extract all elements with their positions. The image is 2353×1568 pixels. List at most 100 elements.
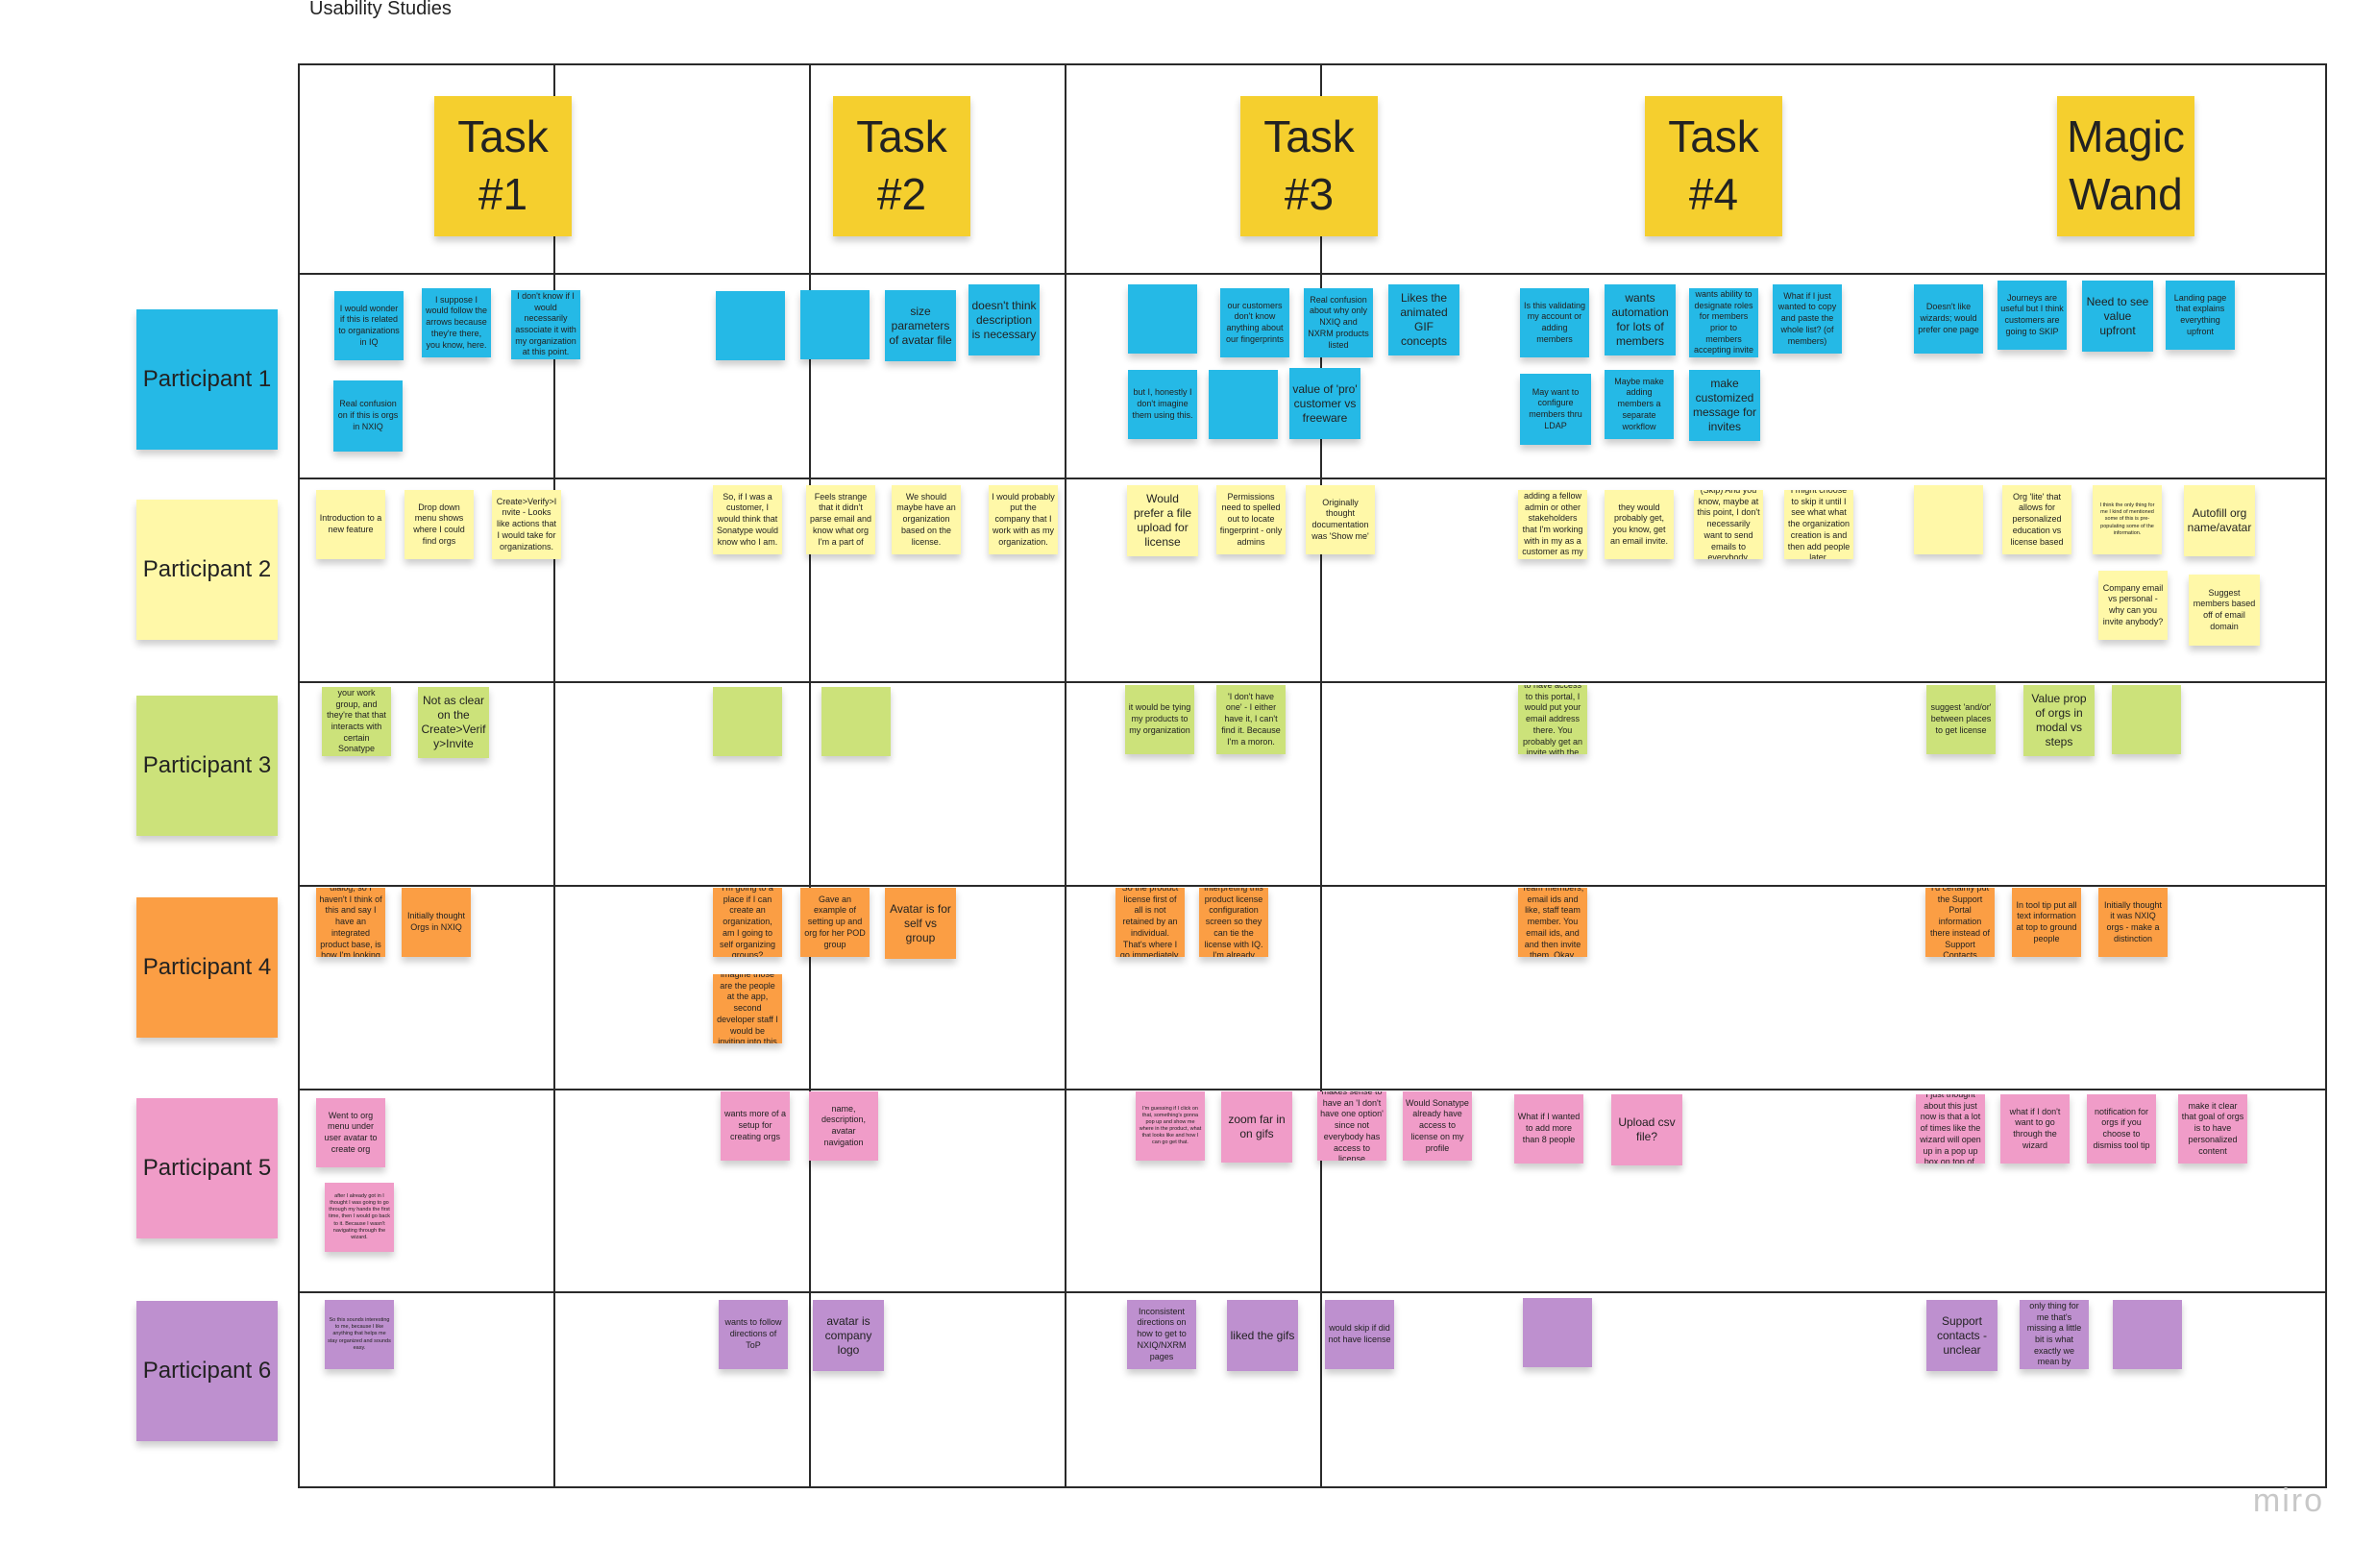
sticky-note[interactable]: size parameters of avatar file: [885, 290, 956, 361]
sticky-note[interactable]: zoom far in on gifs: [1221, 1091, 1292, 1163]
sticky-note[interactable]: what if I don't want to go through the w…: [2000, 1094, 2070, 1164]
sticky-note[interactable]: I would probably put the company that I …: [989, 485, 1058, 554]
sticky-note[interactable]: Everybody in your work group, and they'r…: [322, 687, 391, 756]
sticky-note[interactable]: Team members, email ids and like, staff …: [1518, 888, 1587, 957]
sticky-note[interactable]: I would be adding a fellow admin or othe…: [1518, 490, 1587, 559]
column-header-task-1[interactable]: Task #1: [434, 96, 572, 236]
sticky-note[interactable]: Not as clear on the Create>Verify>Invite: [418, 687, 489, 758]
sticky-note[interactable]: makes sense to have an 'I don't have one…: [1317, 1091, 1386, 1161]
sticky-note[interactable]: Real confusion on if this is orgs in NXI…: [333, 380, 403, 452]
row-label-participant-4[interactable]: Participant 4: [136, 897, 278, 1038]
sticky-note[interactable]: Inconsistent directions on how to get to…: [1127, 1300, 1196, 1369]
sticky-note[interactable]: Is this validating my account or adding …: [1520, 288, 1589, 357]
sticky-note[interactable]: Journeys are useful but I think customer…: [1998, 281, 2067, 350]
sticky-note[interactable]: I feel like the only thing for me that's…: [2020, 1300, 2089, 1369]
sticky-note[interactable]: Real confusion about why only NXIQ and N…: [1304, 288, 1373, 357]
sticky-note[interactable]: wants ability to designate roles for mem…: [1689, 288, 1758, 357]
sticky-note[interactable]: notification for orgs if you choose to d…: [2087, 1094, 2156, 1164]
sticky-note[interactable]: name, description, avatar navigation: [809, 1091, 878, 1161]
sticky-note[interactable]: Would prefer a file upload for license: [1127, 485, 1198, 556]
sticky-note[interactable]: [1128, 284, 1197, 354]
sticky-note[interactable]: So I would imagine those are the people …: [713, 974, 782, 1043]
sticky-note[interactable]: What if I just wanted to copy and paste …: [1773, 284, 1842, 354]
sticky-note[interactable]: value of 'pro' customer vs freeware: [1289, 368, 1360, 439]
sticky-note[interactable]: they would probably get, you know, get a…: [1605, 490, 1674, 559]
sticky-note[interactable]: Permissions need to spelled out to locat…: [1216, 485, 1286, 554]
sticky-note[interactable]: Need to see value upfront: [2082, 281, 2153, 352]
sticky-note[interactable]: make customized message for invites: [1689, 370, 1760, 441]
column-header-task-4[interactable]: Task #4: [1645, 96, 1782, 236]
sticky-note[interactable]: [800, 290, 870, 359]
row-label-participant-2[interactable]: Participant 2: [136, 500, 278, 640]
sticky-note[interactable]: [1209, 370, 1278, 439]
sticky-note[interactable]: What if I wanted to add more than 8 peop…: [1514, 1094, 1583, 1164]
sticky-note[interactable]: I might choose to skip it until I see wh…: [1784, 490, 1853, 559]
sticky-note[interactable]: liked the gifs: [1227, 1300, 1298, 1371]
sticky-note[interactable]: our customers don't know anything about …: [1220, 288, 1289, 357]
sticky-note[interactable]: Value prop of orgs in modal vs steps: [2023, 685, 2095, 756]
sticky-note[interactable]: 'I don't have one' - I either have it, I…: [1216, 685, 1286, 754]
sticky-note[interactable]: [1914, 485, 1983, 554]
sticky-note[interactable]: If I wanted you to have access to this p…: [1518, 685, 1587, 754]
sticky-note[interactable]: Likes the animated GIF concepts: [1388, 284, 1459, 355]
sticky-note[interactable]: Upload csv file?: [1611, 1094, 1682, 1165]
sticky-note[interactable]: I suppose I would follow the arrows beca…: [422, 288, 491, 357]
sticky-note[interactable]: I just thought about this just now is th…: [1916, 1094, 1985, 1164]
column-header-magic-wand[interactable]: Magic Wand: [2057, 96, 2194, 236]
sticky-note[interactable]: In tool tip put all text information at …: [2012, 888, 2081, 957]
sticky-note[interactable]: but I, honestly I don't imagine them usi…: [1128, 370, 1197, 439]
sticky-note[interactable]: I'm seeing this dialog, so I haven't I t…: [316, 888, 385, 957]
sticky-note[interactable]: Company email vs personal - why can you …: [2098, 571, 2168, 640]
sticky-note[interactable]: So the product license first of all is n…: [1115, 888, 1185, 957]
sticky-note[interactable]: Doesn't like wizards; would prefer one p…: [1914, 284, 1983, 354]
row-label-participant-1[interactable]: Participant 1: [136, 309, 278, 450]
sticky-note[interactable]: So this sounds interesting to me, becaus…: [325, 1300, 394, 1369]
sticky-note[interactable]: [713, 687, 782, 756]
sticky-note[interactable]: Would Sonatype already have access to li…: [1403, 1091, 1472, 1161]
sticky-note[interactable]: it would be tying my products to my orga…: [1125, 685, 1194, 754]
sticky-note[interactable]: Initially thought Orgs in NXIQ: [402, 888, 471, 957]
row-label-participant-3[interactable]: Participant 3: [136, 696, 278, 836]
sticky-note[interactable]: wants to follow directions of ToP: [719, 1300, 788, 1369]
sticky-note[interactable]: Drop down menu shows where I could find …: [404, 490, 474, 559]
sticky-note[interactable]: I think the only thing for me I kind of …: [2093, 485, 2162, 554]
sticky-note[interactable]: Originally thought documentation was 'Sh…: [1306, 485, 1375, 554]
row-label-participant-5[interactable]: Participant 5: [136, 1098, 278, 1238]
sticky-note[interactable]: (Skip) And you know, maybe at this point…: [1694, 490, 1763, 559]
sticky-note[interactable]: Feels strange that it didn't parse email…: [806, 485, 875, 554]
sticky-note[interactable]: [2112, 685, 2181, 754]
sticky-note[interactable]: doesn't think description is necessary: [968, 284, 1040, 355]
column-header-task-2[interactable]: Task #2: [833, 96, 970, 236]
sticky-note[interactable]: Suggest members based off of email domai…: [2189, 575, 2260, 646]
sticky-note[interactable]: Gave an example of setting up and org fo…: [800, 888, 870, 957]
row-label-participant-6[interactable]: Participant 6: [136, 1301, 278, 1441]
sticky-note[interactable]: wants automation for lots of members: [1605, 284, 1676, 355]
sticky-note[interactable]: avatar is company logo: [813, 1300, 884, 1371]
sticky-note[interactable]: wants more of a setup for creating orgs: [721, 1091, 790, 1161]
sticky-note[interactable]: Autofill org name/avatar: [2184, 485, 2255, 556]
sticky-note[interactable]: I'd certainly put the Support Portal inf…: [1925, 888, 1995, 957]
sticky-note[interactable]: Avatar is for self vs group: [885, 888, 956, 959]
sticky-note[interactable]: Org 'lite' that allows for personalized …: [2002, 485, 2071, 554]
column-header-task-3[interactable]: Task #3: [1240, 96, 1378, 236]
sticky-note[interactable]: Landing page that explains everything up…: [2166, 281, 2235, 350]
sticky-note[interactable]: [2113, 1300, 2182, 1369]
sticky-note[interactable]: make it clear that goal of orgs is to ha…: [2178, 1094, 2247, 1164]
sticky-note[interactable]: Create>Verify>Invite - Looks like action…: [492, 490, 561, 559]
sticky-note[interactable]: Went to org menu under user avatar to cr…: [316, 1098, 385, 1167]
sticky-note[interactable]: I'm guessing if I click on that, somethi…: [1136, 1091, 1205, 1161]
sticky-note[interactable]: [1523, 1298, 1592, 1367]
sticky-note[interactable]: I'm going to a place if I can create an …: [713, 888, 782, 957]
sticky-note[interactable]: So, if I was a customer, I would think t…: [713, 485, 782, 554]
sticky-note[interactable]: [821, 687, 891, 756]
sticky-note[interactable]: I don't know if I would necessarily asso…: [511, 290, 580, 359]
sticky-note[interactable]: Support contacts - unclear: [1926, 1300, 1998, 1371]
sticky-note[interactable]: suggest 'and/or' between places to get l…: [1926, 685, 1996, 754]
sticky-note[interactable]: I would wonder if this is related to org…: [334, 291, 404, 360]
sticky-note[interactable]: That's how I'm interpreting this product…: [1199, 888, 1268, 957]
sticky-note[interactable]: would skip if did not have license: [1325, 1300, 1394, 1369]
sticky-note[interactable]: [716, 291, 785, 360]
sticky-note[interactable]: after I already got in I thought I was g…: [325, 1183, 394, 1252]
sticky-note[interactable]: We should maybe have an organization bas…: [892, 485, 961, 554]
sticky-note[interactable]: Initially thought it was NXIQ orgs - mak…: [2098, 888, 2168, 957]
